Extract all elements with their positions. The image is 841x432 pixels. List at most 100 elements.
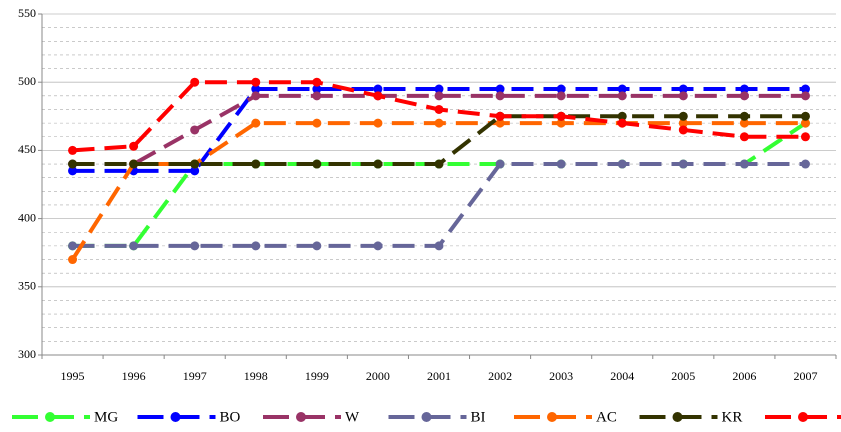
marker bbox=[434, 241, 444, 251]
legend-marker bbox=[170, 412, 181, 422]
legend-marker bbox=[45, 412, 55, 422]
marker bbox=[434, 159, 444, 169]
legend-label: AC bbox=[596, 409, 617, 425]
x-tick-label: 1999 bbox=[305, 369, 329, 383]
marker bbox=[556, 111, 566, 121]
marker bbox=[68, 159, 78, 169]
marker bbox=[68, 241, 78, 251]
marker bbox=[800, 132, 810, 142]
marker bbox=[373, 84, 383, 94]
marker bbox=[190, 241, 200, 251]
x-tick-label: 1995 bbox=[61, 369, 85, 383]
series-line bbox=[72, 121, 807, 248]
marker bbox=[68, 166, 78, 176]
x-tick-label: 2004 bbox=[610, 369, 634, 383]
marker bbox=[800, 159, 810, 169]
marker bbox=[68, 145, 78, 155]
marker bbox=[312, 77, 322, 87]
marker bbox=[739, 91, 749, 101]
marker bbox=[190, 77, 200, 87]
legend-label: KR bbox=[722, 409, 743, 425]
marker bbox=[129, 241, 139, 251]
x-tick-label: 2000 bbox=[366, 369, 390, 383]
legend-marker bbox=[547, 412, 557, 422]
marker bbox=[495, 159, 505, 169]
marker bbox=[495, 84, 505, 94]
marker bbox=[129, 159, 139, 169]
marker bbox=[495, 118, 505, 128]
marker bbox=[800, 91, 810, 101]
legend-marker bbox=[798, 412, 808, 422]
marker bbox=[495, 111, 505, 121]
marker bbox=[617, 159, 627, 169]
marker bbox=[251, 118, 261, 128]
marker bbox=[617, 84, 627, 94]
y-tick-label: 450 bbox=[18, 142, 36, 156]
legend-label: BI bbox=[471, 409, 486, 425]
marker bbox=[739, 84, 749, 94]
legend-marker bbox=[672, 412, 683, 422]
marker bbox=[556, 91, 566, 101]
marker bbox=[678, 91, 688, 101]
x-tick-label: 2003 bbox=[549, 369, 573, 383]
x-tick-label: 2007 bbox=[793, 369, 817, 383]
marker bbox=[312, 91, 322, 101]
marker bbox=[190, 159, 200, 169]
marker bbox=[617, 111, 627, 121]
x-tick-label: 1997 bbox=[183, 369, 207, 383]
marker bbox=[373, 91, 383, 101]
marker bbox=[129, 141, 139, 151]
marker bbox=[556, 159, 566, 169]
marker bbox=[617, 91, 627, 101]
y-tick-label: 300 bbox=[18, 347, 36, 361]
x-tick-label: 1996 bbox=[122, 369, 146, 383]
marker bbox=[739, 118, 749, 128]
marker bbox=[434, 84, 444, 94]
y-tick-label: 400 bbox=[18, 210, 36, 224]
marker bbox=[251, 159, 261, 169]
marker bbox=[800, 84, 810, 94]
marker bbox=[312, 159, 322, 169]
legend-marker bbox=[296, 412, 306, 422]
marker bbox=[251, 91, 261, 101]
legend-marker bbox=[421, 412, 432, 422]
marker bbox=[739, 132, 749, 142]
y-tick-label: 350 bbox=[18, 279, 36, 293]
marker bbox=[617, 118, 627, 128]
y-tick-label: 550 bbox=[18, 6, 36, 20]
x-tick-label: 2001 bbox=[427, 369, 451, 383]
marker bbox=[434, 91, 444, 101]
marker bbox=[190, 166, 200, 176]
marker bbox=[495, 91, 505, 101]
marker bbox=[312, 241, 322, 251]
marker bbox=[739, 159, 749, 169]
marker bbox=[251, 84, 261, 94]
marker bbox=[556, 84, 566, 94]
marker bbox=[373, 159, 383, 169]
x-tick-label: 2005 bbox=[671, 369, 695, 383]
x-tick-label: 1998 bbox=[244, 369, 268, 383]
marker bbox=[434, 104, 444, 114]
marker bbox=[800, 111, 810, 121]
marker bbox=[678, 159, 688, 169]
marker bbox=[373, 118, 383, 128]
x-tick-label: 2006 bbox=[732, 369, 756, 383]
legend-label: W bbox=[345, 409, 360, 425]
marker bbox=[251, 241, 261, 251]
legend-label: BO bbox=[220, 409, 241, 425]
marker bbox=[678, 125, 688, 135]
marker bbox=[434, 118, 444, 128]
marker bbox=[800, 118, 810, 128]
x-tick-label: 2002 bbox=[488, 369, 512, 383]
marker bbox=[68, 255, 78, 265]
marker bbox=[312, 84, 322, 94]
marker bbox=[190, 125, 200, 135]
marker bbox=[678, 111, 688, 121]
marker bbox=[556, 118, 566, 128]
legend-label: MG bbox=[94, 409, 118, 425]
marker bbox=[739, 111, 749, 121]
marker bbox=[312, 118, 322, 128]
marker bbox=[251, 77, 261, 87]
marker bbox=[373, 241, 383, 251]
